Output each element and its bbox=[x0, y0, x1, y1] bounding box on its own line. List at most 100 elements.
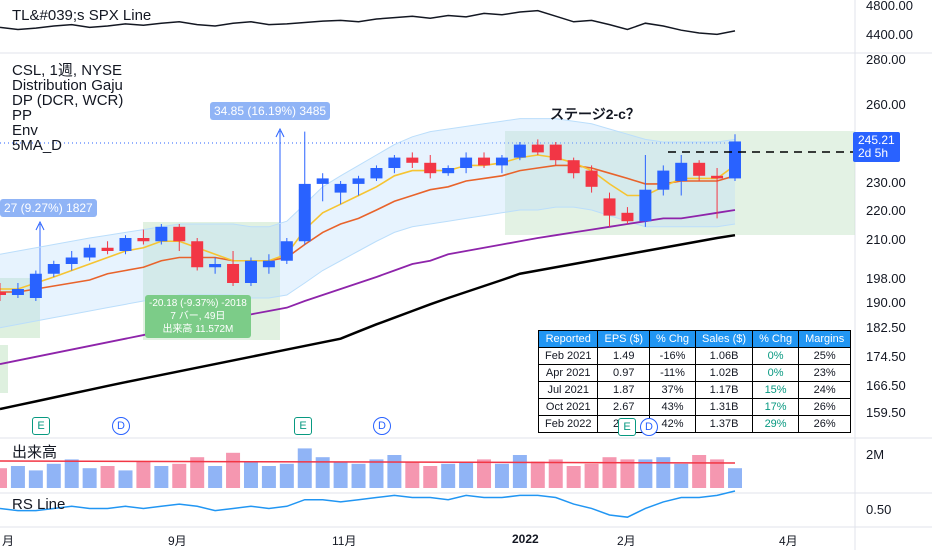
candle-body bbox=[334, 183, 347, 193]
volume-bar bbox=[656, 457, 671, 488]
volume-bar bbox=[226, 452, 241, 488]
cell-eps: 1.87 bbox=[597, 381, 650, 399]
x-tick-apr: 4月 bbox=[779, 534, 798, 548]
volume-bar bbox=[208, 466, 223, 488]
cell-sales-chg: 15% bbox=[752, 381, 800, 399]
candle-body bbox=[567, 160, 580, 174]
earnings-table: Reported EPS ($) % Chg Sales ($) % Chg M… bbox=[537, 330, 852, 433]
volume-bar bbox=[172, 463, 187, 488]
volume-bar bbox=[190, 457, 205, 488]
y-tick-159-5: 159.50 bbox=[866, 405, 906, 420]
col-eps-chg: % Chg bbox=[648, 330, 697, 348]
cell-reported: Apr 2021 bbox=[537, 364, 599, 382]
bar-countdown: 2d 5h bbox=[858, 146, 889, 160]
measure-volume: 出来高 11.572M bbox=[162, 324, 234, 335]
volume-bar bbox=[602, 457, 617, 488]
earnings-event-1[interactable]: E bbox=[32, 417, 50, 435]
cell-sales-chg: 17% bbox=[752, 398, 800, 416]
volume-bar bbox=[351, 463, 366, 488]
volume-bar bbox=[100, 466, 115, 488]
x-tick-nov: 11月 bbox=[332, 534, 357, 548]
volume-bar bbox=[297, 448, 312, 488]
stage-annotation: ステージ2-c？ bbox=[550, 106, 640, 122]
indicator-5ma-d: 5MA_D bbox=[12, 137, 63, 154]
measure-box-2 bbox=[0, 345, 8, 393]
cell-sales-chg: 0% bbox=[752, 364, 800, 382]
cell-margins: 23% bbox=[798, 364, 852, 382]
envelope-upper bbox=[0, 118, 736, 255]
dividend-event-1[interactable]: D bbox=[112, 417, 130, 435]
volume-bar bbox=[692, 455, 707, 488]
earnings-event-2[interactable]: E bbox=[294, 417, 312, 435]
candle-body bbox=[657, 170, 670, 190]
table-row: Apr 2021 0.97 -11% 1.02B 0% 23% bbox=[537, 364, 852, 382]
table-row: Feb 2021 1.49 -16% 1.06B 0% 25% bbox=[537, 347, 852, 365]
cell-eps-chg: -16% bbox=[648, 347, 697, 365]
candle-body bbox=[155, 226, 168, 242]
dividend-event-3[interactable]: D bbox=[640, 418, 658, 436]
ema5-line bbox=[0, 154, 736, 290]
volume-bar bbox=[369, 459, 384, 488]
cell-sales-chg: 0% bbox=[752, 347, 800, 365]
volume-bar bbox=[10, 466, 25, 488]
candle-body bbox=[83, 247, 96, 258]
cell-eps-chg: 43% bbox=[648, 398, 697, 416]
y-tick-230: 230.00 bbox=[866, 175, 906, 190]
cell-margins: 26% bbox=[798, 415, 852, 433]
indicator-dp: DP (DCR, WCR) bbox=[12, 92, 124, 109]
candle-body bbox=[495, 157, 508, 166]
col-sales: Sales ($) bbox=[695, 330, 754, 348]
y-tick-166-5: 166.50 bbox=[866, 378, 906, 393]
cell-eps: 1.49 bbox=[597, 347, 650, 365]
cell-eps-chg: -11% bbox=[648, 364, 697, 382]
envelope-lower bbox=[0, 206, 736, 329]
candle-body bbox=[191, 241, 204, 268]
candle-body bbox=[424, 162, 437, 174]
col-eps: EPS ($) bbox=[597, 330, 650, 348]
measure-up-label-2: 27 (9.27%) 1827 bbox=[0, 199, 97, 217]
ema10-line bbox=[0, 164, 736, 293]
volume-bar bbox=[28, 470, 43, 488]
volume-bar bbox=[512, 455, 527, 488]
volume-bar bbox=[261, 466, 276, 488]
earnings-table-header: Reported EPS ($) % Chg Sales ($) % Chg M… bbox=[537, 330, 852, 348]
last-price-tag: 245.21 2d 5h bbox=[853, 132, 900, 162]
last-price-value: 245.21 bbox=[858, 133, 895, 147]
candle-body bbox=[711, 175, 724, 179]
cell-sales: 1.06B bbox=[695, 347, 754, 365]
ma-purple-line bbox=[0, 209, 736, 365]
volume-bar bbox=[333, 461, 348, 488]
volume-bar bbox=[584, 463, 599, 488]
candle-body bbox=[585, 170, 598, 187]
volume-bar bbox=[638, 459, 653, 488]
measure-arrowhead-up bbox=[275, 127, 285, 138]
volume-bar bbox=[0, 468, 7, 488]
volume-bar bbox=[548, 459, 563, 488]
candle-body bbox=[47, 264, 60, 274]
measure-arrowhead-up-2 bbox=[35, 220, 45, 231]
cell-reported: Feb 2022 bbox=[537, 415, 599, 433]
cell-eps: 0.97 bbox=[597, 364, 650, 382]
candle-body bbox=[352, 178, 365, 184]
candle-body bbox=[298, 183, 311, 242]
candle-body bbox=[388, 157, 401, 168]
y-tick-174-5: 174.50 bbox=[866, 349, 906, 364]
volume-bar bbox=[315, 457, 330, 488]
rs-line-label: RS Line bbox=[12, 496, 66, 513]
volume-bar bbox=[405, 461, 420, 488]
table-row: Oct 2021 2.67 43% 1.31B 17% 26% bbox=[537, 398, 852, 416]
volume-bar bbox=[243, 461, 258, 488]
dividend-event-2[interactable]: D bbox=[373, 417, 391, 435]
y-tick-210: 210.00 bbox=[866, 232, 906, 247]
volume-bar bbox=[423, 466, 438, 488]
cell-reported: Jul 2021 bbox=[537, 381, 599, 399]
cell-margins: 25% bbox=[798, 347, 852, 365]
candle-body bbox=[11, 289, 24, 295]
volume-bar bbox=[459, 461, 474, 488]
measure-change: -20.18 (-9.37%) -2018 bbox=[149, 298, 247, 309]
volume-bar bbox=[530, 461, 545, 488]
volume-bar bbox=[620, 459, 635, 488]
earnings-event-3[interactable]: E bbox=[618, 418, 636, 436]
cell-reported: Oct 2021 bbox=[537, 398, 599, 416]
